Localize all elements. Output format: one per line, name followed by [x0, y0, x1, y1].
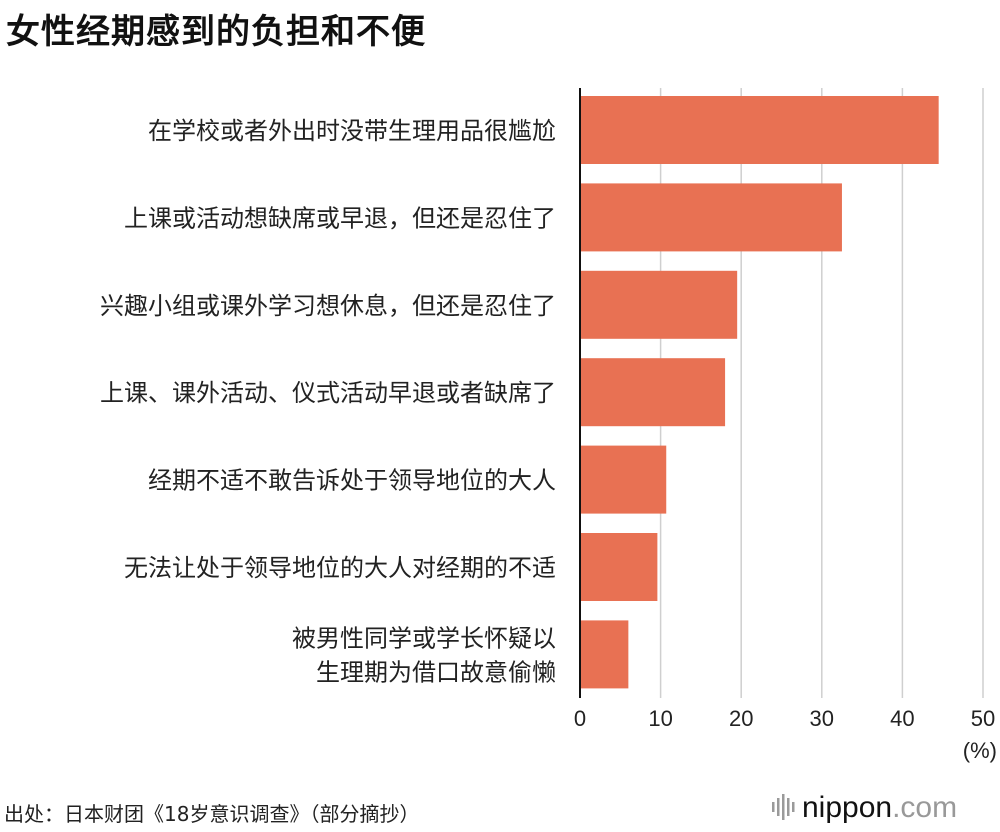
bar — [580, 183, 842, 252]
category-label: 经期不适不敢告诉处于领导地位的大人 — [148, 467, 556, 495]
category-label: 被男性同学或学长怀疑以 — [292, 624, 556, 652]
x-tick-label: 50 — [971, 706, 995, 731]
x-tick-label: 20 — [729, 706, 753, 731]
category-label: 生理期为借口故意偷懒 — [316, 658, 556, 686]
bar — [580, 358, 726, 427]
nippon-logo: nippon.com — [772, 791, 957, 824]
category-label: 在学校或者外出时没带生理用品很尴尬 — [148, 117, 556, 145]
x-tick-label: 10 — [648, 706, 672, 731]
bar — [580, 445, 667, 514]
bar — [580, 96, 939, 164]
bar — [580, 270, 738, 339]
category-label: 上课、课外活动、仪式活动早退或者缺席了 — [100, 379, 556, 407]
category-label: 上课或活动想缺席或早退，但还是忍住了 — [124, 204, 556, 232]
bar — [580, 620, 629, 689]
svg-text:nippon.com: nippon.com — [802, 791, 957, 824]
x-unit-label: (%) — [963, 738, 997, 763]
bar — [580, 533, 658, 601]
category-label: 兴趣小组或课外学习想休息，但还是忍住了 — [100, 292, 556, 320]
logo-brand: nippon — [802, 791, 892, 824]
bar-chart: 在学校或者外出时没带生理用品很尴尬上课或活动想缺席或早退，但还是忍住了兴趣小组或… — [100, 88, 997, 763]
source-note: 出处：日本财团《18岁意识调查》（部分摘抄） — [4, 802, 420, 826]
logo-suffix: .com — [892, 791, 957, 824]
x-tick-label: 30 — [810, 706, 834, 731]
x-tick-label: 40 — [890, 706, 914, 731]
logo-mark-icon — [772, 794, 795, 820]
chart-title: 女性经期感到的负担和不便 — [6, 12, 426, 52]
category-label: 无法让处于领导地位的大人对经期的不适 — [124, 554, 556, 582]
x-tick-label: 0 — [574, 706, 586, 731]
